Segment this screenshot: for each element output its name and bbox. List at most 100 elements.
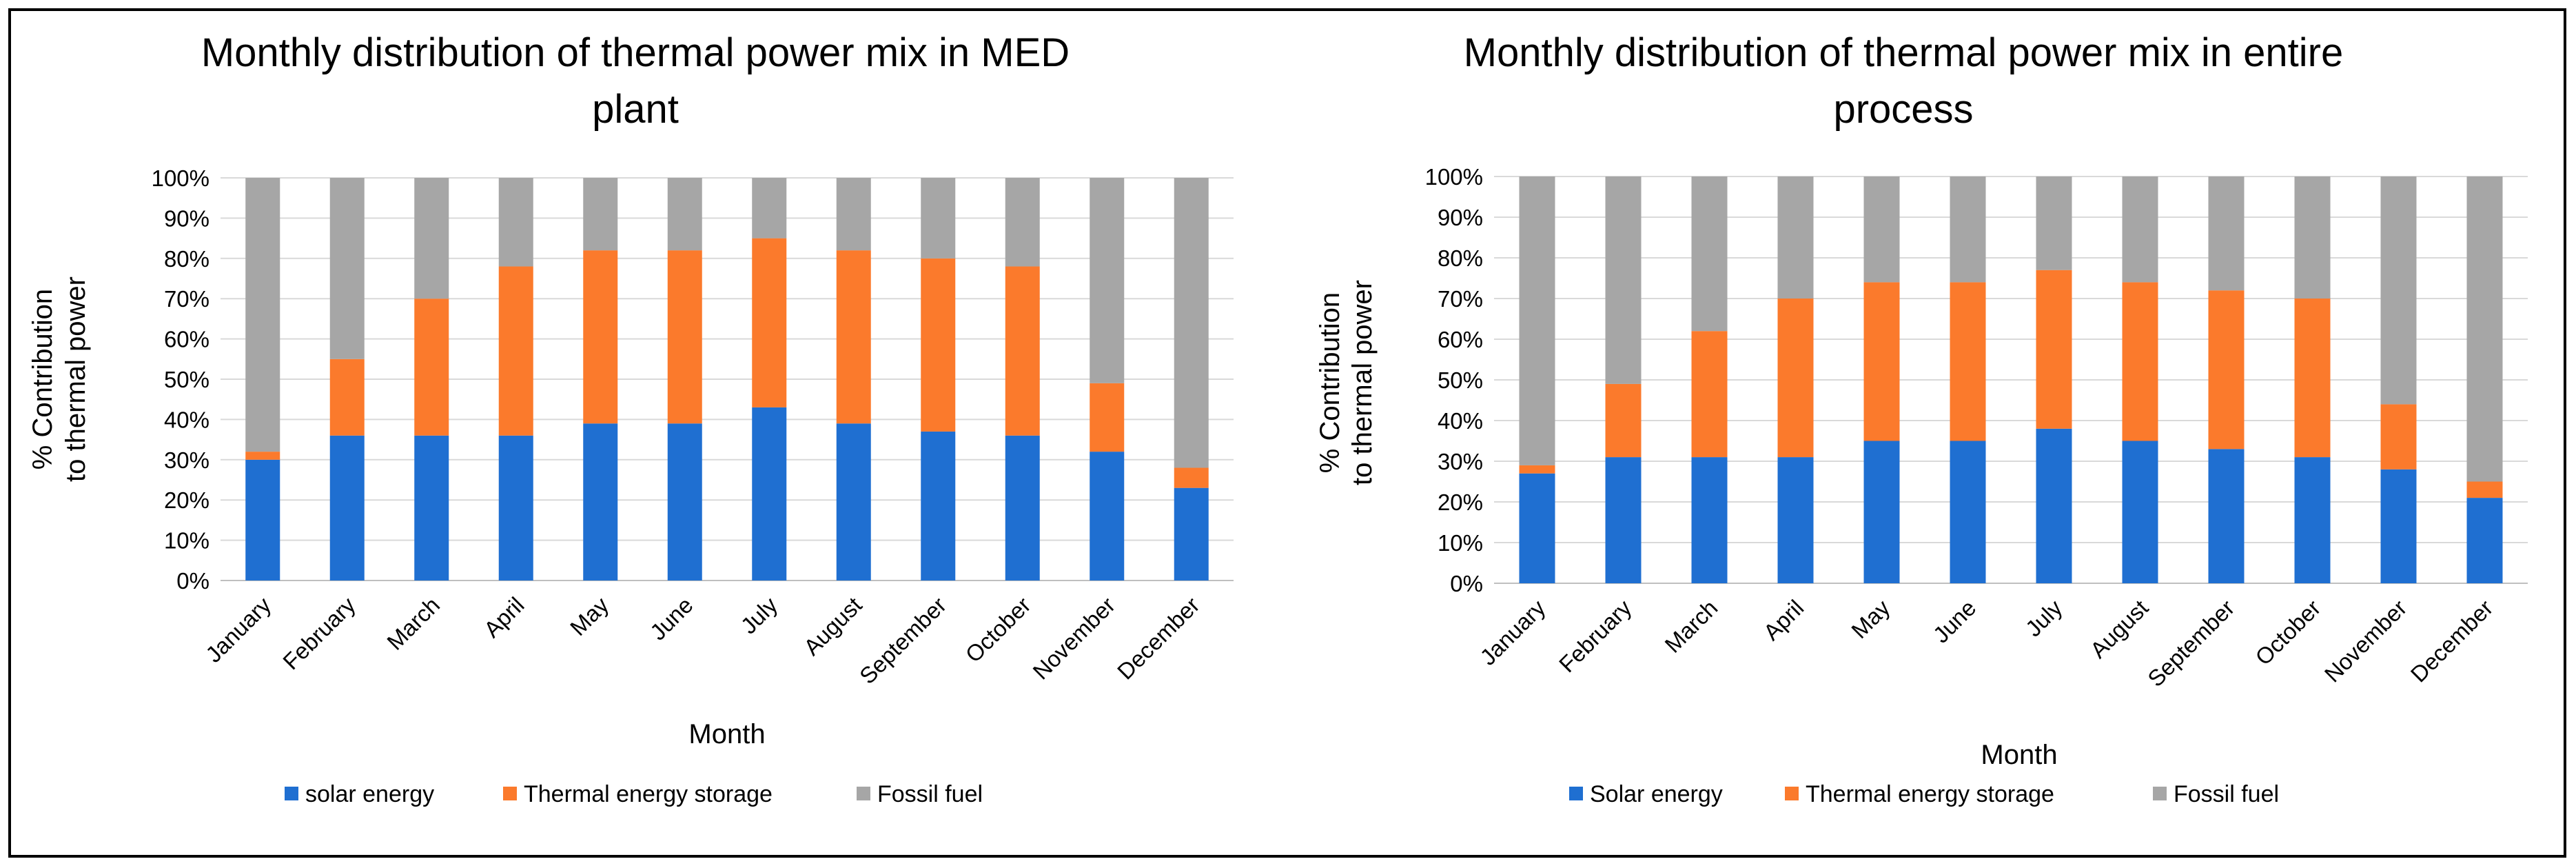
bar-segment-thermal-energy-storage	[2036, 270, 2072, 429]
bar-segment-fossil-fuel	[1519, 176, 1555, 465]
bar-segment-fossil-fuel	[752, 178, 787, 239]
bar-segment-thermal-energy-storage	[1005, 266, 1040, 436]
bar-segment-fossil-fuel	[1174, 178, 1209, 468]
bar-segment-fossil-fuel	[1777, 176, 1814, 299]
x-tick-label: July	[736, 592, 783, 638]
bar-segment-solar-energy	[1174, 487, 1209, 581]
chart-1: Monthly distribution of thermal power mi…	[28, 30, 1234, 807]
bar-segment-solar-energy	[836, 423, 871, 581]
bar-segment-thermal-energy-storage	[1777, 299, 1814, 458]
x-tick-label: October	[2250, 595, 2325, 670]
bar-segment-fossil-fuel	[836, 178, 871, 251]
y-axis-title-line: to thermal power	[61, 276, 91, 482]
bar-segment-thermal-energy-storage	[414, 299, 449, 436]
bar-segment-fossil-fuel	[2380, 176, 2417, 405]
y-tick-label: 60%	[164, 327, 209, 352]
bar-segment-thermal-energy-storage	[1691, 331, 1728, 458]
bar-segment-thermal-energy-storage	[667, 250, 702, 424]
bar-segment-thermal-energy-storage	[752, 238, 787, 407]
bar-segment-solar-energy	[583, 423, 618, 581]
bar-segment-thermal-energy-storage	[1090, 383, 1125, 452]
y-tick-label: 30%	[164, 447, 209, 473]
bar-segment-thermal-energy-storage	[921, 258, 956, 432]
bar-segment-fossil-fuel	[2036, 176, 2072, 270]
bar-segment-thermal-energy-storage	[2466, 481, 2503, 498]
bar-segment-thermal-energy-storage	[245, 452, 280, 460]
y-axis-title-line: to thermal power	[1347, 280, 1378, 485]
y-tick-label: 20%	[1438, 489, 1483, 515]
legend-label: Thermal energy storage	[1806, 781, 2054, 807]
bar-segment-solar-energy	[329, 435, 365, 581]
bar-segment-solar-energy	[2294, 457, 2331, 583]
bar-segment-fossil-fuel	[583, 178, 618, 251]
x-tick-label: December	[2406, 595, 2498, 687]
x-tick-label: June	[645, 592, 698, 645]
legend-swatch	[1569, 787, 1583, 800]
x-tick-label: September	[2143, 595, 2239, 692]
bar-segment-solar-energy	[245, 459, 280, 581]
chart-title-line: process	[1833, 87, 1973, 132]
bar-segment-fossil-fuel	[1691, 176, 1728, 332]
bar-segment-fossil-fuel	[921, 178, 956, 259]
y-tick-label: 30%	[1438, 449, 1483, 474]
bar-segment-fossil-fuel	[1090, 178, 1125, 383]
bar-segment-solar-energy	[1691, 457, 1728, 583]
x-tick-label: August	[2085, 595, 2154, 663]
bar-segment-solar-energy	[1777, 457, 1814, 583]
x-tick-label: April	[479, 592, 529, 643]
x-tick-label: October	[961, 592, 1036, 667]
legend-label: Fossil fuel	[877, 781, 983, 807]
x-tick-label: November	[1028, 592, 1120, 685]
y-tick-label: 20%	[164, 487, 209, 513]
x-tick-label: August	[799, 592, 867, 660]
bar-segment-thermal-energy-storage	[2208, 290, 2245, 450]
bar-segment-fossil-fuel	[1005, 178, 1040, 267]
bar-segment-solar-energy	[498, 435, 533, 581]
x-tick-label: November	[2320, 595, 2412, 687]
bar-segment-fossil-fuel	[414, 178, 449, 299]
y-tick-label: 60%	[1438, 327, 1483, 352]
bar-segment-thermal-energy-storage	[1174, 467, 1209, 488]
bar-segment-fossil-fuel	[1950, 176, 1986, 283]
bar-segment-solar-energy	[2036, 428, 2072, 583]
y-axis-title-line: % Contribution	[28, 289, 58, 470]
x-tick-label: June	[1928, 595, 1981, 648]
y-tick-label: 40%	[1438, 408, 1483, 434]
y-tick-label: 70%	[1438, 286, 1483, 312]
y-tick-label: 50%	[164, 367, 209, 392]
bar-segment-fossil-fuel	[2294, 176, 2331, 299]
bar-segment-thermal-energy-storage	[2122, 282, 2158, 441]
bar-segment-solar-energy	[1519, 473, 1555, 583]
y-tick-label: 0%	[176, 568, 209, 594]
x-tick-label: May	[565, 592, 614, 640]
bar-segment-thermal-energy-storage	[836, 250, 871, 424]
legend-label: Solar energy	[1590, 781, 1723, 807]
x-tick-label: May	[1846, 594, 1895, 643]
bar-segment-fossil-fuel	[1605, 176, 1642, 384]
x-tick-label: January	[201, 592, 276, 667]
bar-segment-thermal-energy-storage	[329, 359, 365, 436]
bar-segment-thermal-energy-storage	[583, 250, 618, 424]
bar-segment-solar-energy	[2208, 449, 2245, 583]
x-tick-label: March	[1659, 595, 1722, 658]
x-axis-title: Month	[688, 719, 765, 749]
bar-segment-solar-energy	[752, 407, 787, 581]
y-tick-label: 90%	[1438, 205, 1483, 230]
legend-label: Fossil fuel	[2174, 781, 2279, 807]
legend-swatch	[857, 787, 870, 800]
y-tick-label: 10%	[1438, 530, 1483, 556]
bar-segment-fossil-fuel	[2122, 176, 2158, 283]
legend-swatch	[503, 787, 517, 800]
bar-segment-fossil-fuel	[667, 178, 702, 251]
bar-segment-solar-energy	[1005, 435, 1040, 581]
bar-segment-thermal-energy-storage	[498, 266, 533, 436]
y-axis-title-line: % Contribution	[1315, 292, 1345, 473]
bar-segment-solar-energy	[414, 435, 449, 581]
bar-segment-thermal-energy-storage	[1950, 282, 1986, 441]
x-tick-label: January	[1475, 594, 1551, 670]
bar-segment-solar-energy	[1863, 441, 1900, 583]
x-tick-label: March	[382, 592, 444, 655]
bar-segment-solar-energy	[2122, 441, 2158, 583]
legend-label: Thermal energy storage	[524, 781, 773, 807]
